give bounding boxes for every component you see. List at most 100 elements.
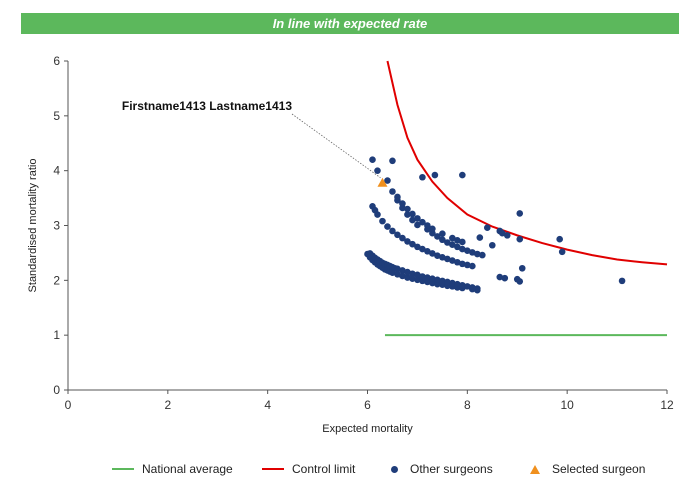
other-surgeons-point: [454, 243, 461, 251]
other-surgeons-point: [459, 171, 466, 179]
x-tick-label: 6: [364, 398, 371, 412]
y-tick-label: 3: [53, 219, 60, 233]
other-surgeons-point: [404, 238, 411, 245]
other-surgeons-point: [414, 271, 421, 279]
other-surgeons-point: [459, 260, 466, 268]
other-surgeons-point: [476, 234, 484, 241]
other-surgeons-point: [431, 171, 439, 179]
legend-item-other-surgeons: Other surgeons: [391, 458, 493, 480]
other-surgeons-point: [444, 278, 451, 286]
other-surgeons-point: [444, 255, 451, 263]
other-surgeons-point: [444, 239, 451, 246]
x-tick-label: 8: [464, 398, 471, 412]
other-surgeons-point: [374, 211, 381, 218]
other-surgeons-point: [369, 156, 376, 163]
other-surgeons-point: [399, 272, 406, 280]
other-surgeons-point: [449, 279, 456, 287]
other-surgeons-point: [459, 281, 466, 289]
legend-item-control-limit: Control limit: [262, 458, 355, 480]
selected-surgeon-annotation: Firstname1413 Lastname1413: [122, 99, 292, 113]
other-surgeons-point: [419, 173, 426, 181]
red-line-swatch-icon: [262, 468, 284, 470]
other-surgeons-point: [424, 222, 431, 229]
y-tick-label: 0: [53, 383, 60, 397]
other-surgeons-point: [518, 264, 526, 272]
other-surgeons-point: [404, 274, 411, 281]
other-surgeons-point: [409, 270, 416, 278]
other-surgeons-point: [503, 232, 511, 239]
other-surgeons-point: [394, 271, 401, 278]
other-surgeons-point: [404, 205, 411, 213]
other-surgeons-point: [414, 221, 421, 229]
legend-label-other-surgeons: Other surgeons: [410, 462, 493, 476]
x-axis-title: Expected mortality: [322, 423, 413, 435]
other-surgeons-point: [488, 241, 496, 249]
other-surgeons-point: [384, 223, 391, 230]
other-surgeons-point: [389, 188, 396, 195]
other-surgeons-point: [558, 248, 566, 256]
other-surgeons-point: [399, 200, 406, 207]
other-surgeons-point: [439, 230, 446, 238]
other-surgeons-point: [516, 210, 524, 217]
y-tick-label: 5: [53, 109, 60, 123]
other-surgeons-point: [464, 261, 471, 269]
other-surgeons-point: [389, 227, 396, 235]
chart-legend: National average Control limit Other sur…: [0, 458, 700, 480]
other-surgeons-point: [449, 257, 456, 264]
y-tick-label: 1: [53, 328, 60, 342]
other-surgeons-point: [479, 251, 486, 259]
other-surgeons-point: [394, 231, 401, 239]
x-tick-label: 2: [164, 398, 171, 412]
legend-item-national-average: National average: [112, 458, 233, 480]
x-tick-label: 10: [560, 398, 574, 412]
other-surgeons-point: [459, 238, 466, 246]
other-surgeons-point: [469, 249, 476, 256]
legend-item-selected-surgeon: Selected surgeon: [530, 458, 645, 480]
other-surgeons-point: [496, 273, 504, 281]
other-surgeons-point: [556, 235, 563, 243]
other-surgeons-point: [469, 285, 476, 293]
control-limit-line: [386, 60, 668, 266]
other-surgeons-point: [501, 274, 509, 282]
other-surgeons-point: [454, 237, 461, 244]
other-surgeons-point: [434, 276, 441, 284]
other-surgeons-point: [419, 218, 426, 226]
other-surgeons-point: [454, 280, 461, 288]
other-surgeons-point: [454, 258, 461, 266]
other-surgeons-point: [439, 277, 446, 285]
other-surgeons-point: [429, 275, 436, 282]
other-surgeons-point: [409, 216, 416, 224]
other-surgeons-point: [484, 224, 491, 231]
legend-label-selected-surgeon: Selected surgeon: [552, 462, 646, 476]
other-surgeons-point: [498, 229, 506, 237]
other-surgeons-point: [449, 234, 456, 242]
other-surgeons-point: [459, 245, 466, 253]
circle-marker-icon: [391, 465, 398, 473]
other-surgeons-point: [434, 252, 441, 259]
other-surgeons-point: [409, 240, 416, 248]
x-tick-label: 4: [264, 398, 271, 412]
y-axis-title: Standardised mortality ratio: [27, 159, 39, 293]
other-surgeons-point: [424, 247, 431, 255]
other-surgeons-point: [399, 234, 406, 242]
other-surgeons-point: [439, 236, 446, 244]
legend-label-national-average: National average: [142, 462, 233, 476]
other-surgeons-point: [379, 217, 386, 225]
other-surgeons-point: [464, 247, 471, 255]
other-surgeons-point: [404, 211, 411, 218]
other-surgeons-point: [474, 250, 481, 258]
other-surgeons-point: [414, 215, 421, 222]
other-surgeons-point: [389, 157, 396, 165]
other-surgeons-point: [469, 262, 476, 270]
other-surgeons-point: [618, 277, 626, 285]
other-surgeons-point: [464, 283, 471, 290]
y-tick-label: 6: [53, 54, 60, 68]
other-surgeons-point: [516, 235, 524, 243]
other-surgeons-point: [409, 210, 416, 218]
other-surgeons-point: [516, 278, 524, 285]
other-surgeons-point: [414, 276, 421, 284]
other-surgeons-point: [449, 241, 456, 248]
other-surgeons-point: [374, 167, 381, 174]
other-surgeons-point: [404, 268, 411, 276]
other-surgeons-point: [419, 245, 426, 253]
